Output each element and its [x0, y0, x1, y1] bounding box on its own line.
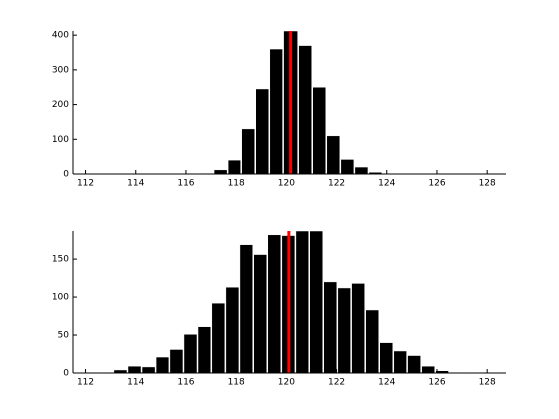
x-tick-label: 120: [278, 179, 295, 189]
x-tick-label: 124: [378, 179, 395, 189]
bar: [269, 48, 283, 175]
x-tick-label: 114: [127, 378, 144, 388]
bar: [253, 254, 268, 374]
x-tick-label: 114: [127, 179, 144, 189]
y-tick-label: 150: [52, 255, 69, 265]
y-tick-label: 400: [52, 31, 69, 41]
x-tick-label: 126: [428, 378, 445, 388]
bar: [421, 365, 435, 374]
x-tick-label: 116: [177, 179, 194, 189]
bar: [255, 88, 270, 175]
bar: [239, 244, 253, 374]
x-tick-label: 122: [328, 179, 345, 189]
bar: [326, 135, 341, 175]
bar: [213, 169, 228, 175]
bar: [197, 326, 212, 374]
bar: [155, 356, 170, 374]
bar: [365, 309, 379, 374]
bar: [323, 281, 338, 374]
bar: [407, 355, 421, 374]
x-tick-label: 128: [479, 378, 496, 388]
bar: [267, 234, 282, 374]
bar: [337, 287, 351, 374]
x-tick-label: 118: [228, 378, 245, 388]
x-tick-label: 124: [378, 378, 395, 388]
bar: [298, 45, 312, 175]
y-tick-label: 50: [58, 331, 70, 341]
y-tick-label: 0: [63, 369, 69, 379]
y-tick-label: 100: [52, 135, 69, 145]
bar: [309, 230, 324, 374]
x-tick-label: 116: [177, 378, 194, 388]
y-tick-label: 100: [52, 293, 69, 303]
bar: [393, 350, 407, 374]
bar: [225, 286, 240, 374]
x-tick-label: 120: [278, 378, 295, 388]
bar: [312, 86, 327, 175]
bar: [295, 230, 309, 374]
x-tick-label: 122: [328, 378, 345, 388]
bar: [354, 166, 369, 175]
x-tick-label: 128: [479, 179, 496, 189]
bar: [241, 128, 255, 175]
bar: [351, 283, 365, 374]
y-tick-label: 0: [63, 170, 69, 180]
bar: [227, 159, 241, 175]
y-tick-label: 200: [52, 100, 69, 110]
bar: [211, 302, 226, 374]
y-tick-label: 300: [52, 65, 69, 75]
bar: [127, 365, 142, 374]
x-tick-label: 126: [428, 179, 445, 189]
bar: [169, 349, 184, 374]
bar: [141, 366, 156, 374]
x-tick-label: 112: [77, 179, 94, 189]
x-tick-label: 112: [77, 378, 94, 388]
x-tick-label: 118: [228, 179, 245, 189]
bar: [340, 159, 355, 175]
bar: [379, 342, 394, 374]
bar: [183, 334, 198, 374]
